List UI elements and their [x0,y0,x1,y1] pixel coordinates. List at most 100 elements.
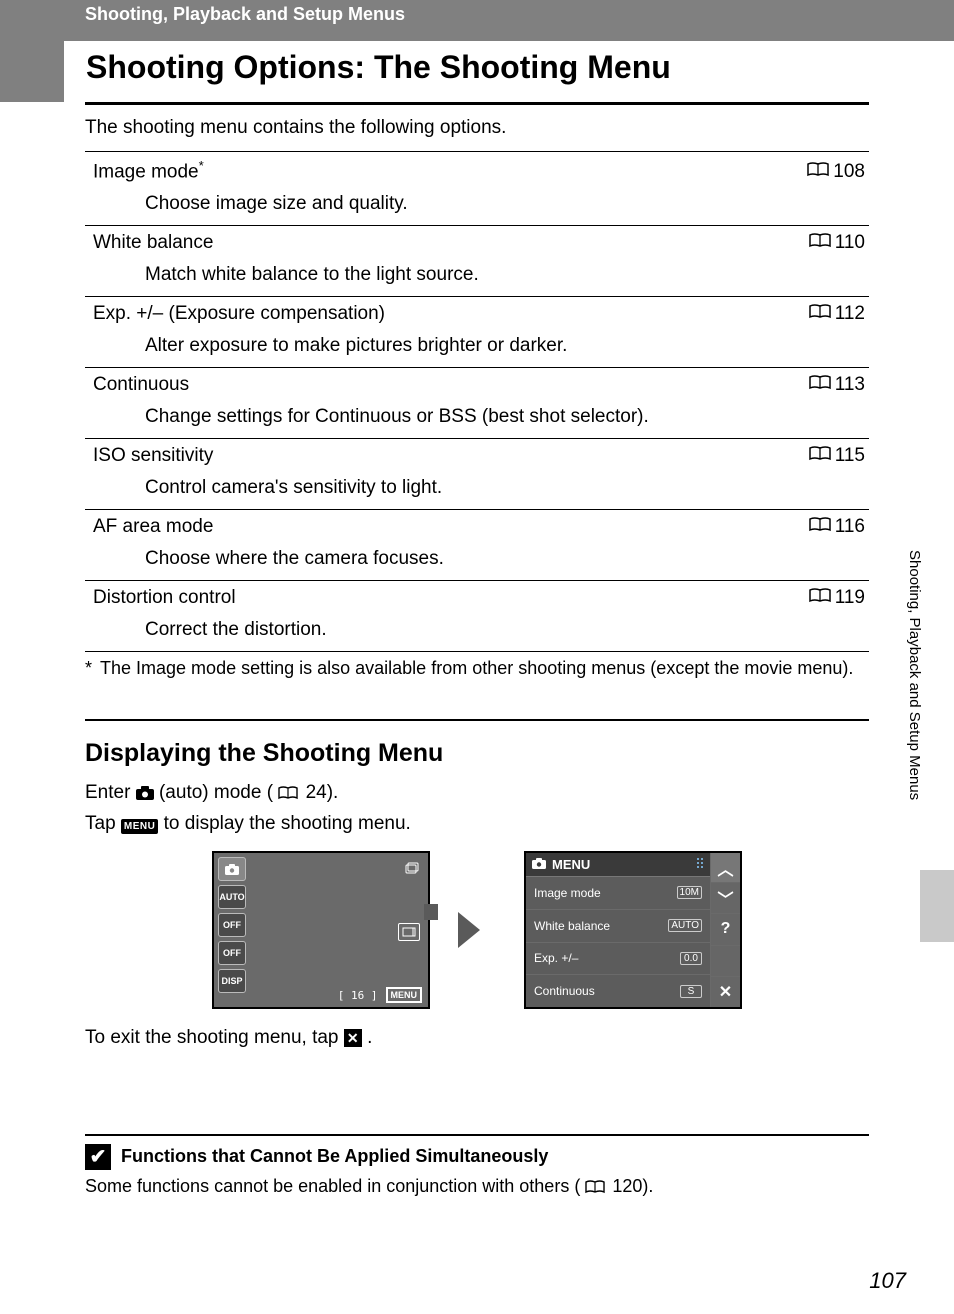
note-box: ✔ Functions that Cannot Be Applied Simul… [85,1134,869,1197]
footnote-text: The Image mode setting is also available… [100,658,869,679]
book-icon [809,587,831,609]
lcd2-header-grip-icon [696,857,704,872]
option-name: AF area mode [93,516,213,538]
option-row: Continuous 113 [85,367,869,402]
option-row: AF area mode 116 [85,509,869,544]
lcd1-topright-icon [404,859,420,878]
side-tab-block [920,870,954,942]
page-ref: 115 [809,445,865,467]
lcd1-left-icon[interactable]: OFF [218,941,246,965]
footnote-mark: * [85,658,92,679]
page-ref-number: 120 [612,1176,642,1196]
lcd1-menu-button[interactable]: MENU [386,987,423,1003]
lcd2-side-blank [710,946,740,977]
text-fragment: to display the shooting menu. [164,813,411,834]
note-header: ✔ Functions that Cannot Be Applied Simul… [85,1134,869,1170]
page-title: Shooting Options: The Shooting Menu [86,49,954,92]
section2-line1: Enter (auto) mode ( 24). [85,778,869,808]
lcd2-row-value: S [680,985,702,998]
lcd2-side-down-icon[interactable]: ﹀ [710,883,740,914]
lcd2-row-label: Exp. +/– [534,951,578,965]
page-ref-number: 110 [835,232,865,254]
lcd2-side-up-icon[interactable]: ︿ [710,853,740,883]
camera-icon [136,786,154,800]
option-name: Distortion control [93,587,236,609]
option-row: Image mode* 108 [85,151,869,189]
note-title: Functions that Cannot Be Applied Simulta… [121,1146,548,1167]
check-icon: ✔ [85,1144,111,1170]
book-icon [809,303,831,325]
page-ref-number: 108 [833,161,865,183]
page-ref: 110 [809,232,865,254]
lcd2-row-value: 0.0 [680,952,702,965]
text-fragment: To exit the shooting menu, tap [85,1027,344,1048]
lcd1-left-icon[interactable]: AUTO [218,885,246,909]
section2-line2: Tap MENU to display the shooting menu. [85,809,869,839]
lcd2-menu-row[interactable]: Image mode10M [526,877,710,910]
lcd2-menu-row[interactable]: White balance AUTO [526,910,710,943]
option-name: Continuous [93,374,189,396]
option-row: Distortion control 119 [85,580,869,615]
lcd2-side-help-icon[interactable]: ? [710,914,740,945]
page-ref-number: 112 [835,303,865,325]
option-desc: Change settings for Continuous or BSS (b… [85,402,869,438]
page-ref: 116 [809,516,865,538]
lcd1-counter: [ 16 ] [338,989,378,1002]
lcd1-left-icon[interactable] [218,857,246,881]
lcd2-row-label: White balance [534,919,610,933]
lcd2-header: MENU [526,853,710,877]
lcd2-header-text: MENU [552,857,590,872]
section2-title: Displaying the Shooting Menu [85,739,869,768]
option-name: ISO sensitivity [93,445,213,467]
page-ref-number: 115 [835,445,865,467]
option-row: ISO sensitivity 115 [85,438,869,473]
header-band: Shooting, Playback and Setup Menus [0,0,954,41]
option-desc: Control camera's sensitivity to light. [85,473,869,509]
option-row: White balance110 [85,225,869,260]
title-wrap: Shooting Options: The Shooting Menu [0,41,954,102]
lcd1-left-icon[interactable]: DISP [218,969,246,993]
breadcrumb: Shooting, Playback and Setup Menus [85,4,944,27]
arrow-icon [458,912,496,948]
section-divider [85,719,869,721]
text-fragment: . [367,1027,372,1048]
page-ref: 108 [807,161,865,183]
close-x-icon: ✕ [344,1029,362,1047]
lcd2-side-col: ︿﹀? ✕ [710,853,740,1007]
book-icon [809,232,831,254]
option-name: Image mode* [93,158,204,183]
menu-chip-icon: MENU [121,819,158,834]
note-body: Some functions cannot be enabled in conj… [85,1176,869,1197]
page-ref: 119 [809,587,865,609]
option-desc: Correct the distortion. [85,615,869,652]
option-row: Exp. +/– (Exposure compensation) 112 [85,296,869,331]
page-ref: 112 [809,303,865,325]
lcd2-row-value: AUTO [668,919,702,932]
book-icon [809,516,831,538]
lcd2-main-col: MENU Image mode10M White balance AUTO Exp. … [526,853,710,1007]
text-fragment: ). [642,1176,653,1196]
title-inner: Shooting Options: The Shooting Menu [64,41,954,102]
lcd2-menu-row[interactable]: Continuous S [526,975,710,1007]
text-fragment: Enter [85,782,136,803]
options-table: Image mode* 108 Choose image size and qual… [85,151,869,652]
lcd2-menu-row[interactable]: Exp. +/– 0.0 [526,943,710,976]
book-icon [807,161,829,183]
lcd1-left-icon[interactable]: OFF [218,913,246,937]
side-tab-text: Shooting, Playback and Setup Menus [906,540,937,870]
option-name: Exp. +/– (Exposure compensation) [93,303,385,325]
page-ref-number: 113 [835,374,865,396]
option-desc: Alter exposure to make pictures brighter… [85,331,869,367]
option-desc: Choose image size and quality. [85,189,869,225]
option-desc: Match white balance to the light source. [85,260,869,296]
book-icon [585,1180,605,1194]
text-fragment: Some functions cannot be enabled in conj… [85,1176,580,1196]
option-desc: Choose where the camera focuses. [85,544,869,580]
lcd2-side-close-icon[interactable]: ✕ [710,977,740,1007]
camera-icon [532,857,546,872]
lcd2-row-label: Continuous [534,984,595,998]
main-content: The shooting menu contains the following… [0,105,954,1197]
intro-text: The shooting menu contains the following… [85,117,869,139]
lcd2-row-label: Image mode [534,886,601,900]
option-sup: * [199,158,204,173]
